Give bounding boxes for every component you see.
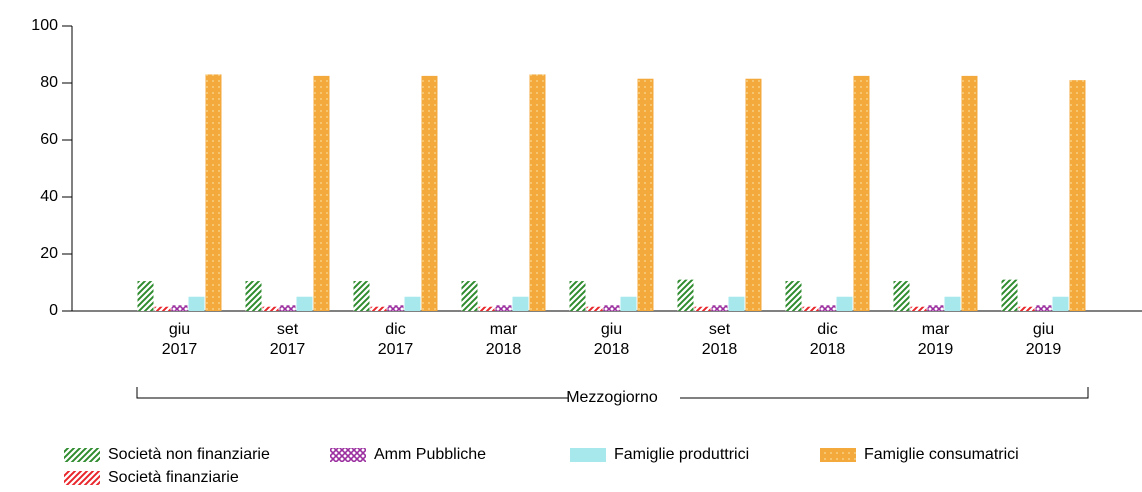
bar: [569, 281, 586, 311]
bar: [171, 305, 188, 311]
bar: [154, 306, 171, 311]
bar: [353, 281, 370, 311]
x-tick-label: 2018: [594, 341, 630, 358]
bar: [785, 281, 802, 311]
bar: [421, 75, 438, 311]
bar: [1052, 296, 1069, 311]
y-tick-label: 20: [40, 245, 58, 262]
bar: [495, 305, 512, 311]
x-tick-label: mar: [490, 321, 518, 338]
legend-swatch: [330, 448, 366, 462]
x-tick-label: set: [277, 321, 299, 338]
bar: [944, 296, 961, 311]
bar: [677, 279, 694, 311]
bar: [1018, 306, 1035, 311]
bar: [893, 281, 910, 311]
x-tick-label: dic: [385, 321, 405, 338]
x-tick-label: 2017: [270, 341, 306, 358]
bar: [1069, 80, 1086, 312]
bar: [836, 296, 853, 311]
x-tick-label: giu: [601, 321, 622, 338]
x-tick-label: 2018: [810, 341, 846, 358]
x-tick-label: mar: [922, 321, 950, 338]
bar: [188, 296, 205, 311]
bar: [205, 74, 222, 311]
group-label: Mezzogiorno: [566, 389, 658, 406]
x-tick-label: 2017: [378, 341, 414, 358]
bar: [404, 296, 421, 311]
bar: [961, 75, 978, 311]
bar: [637, 78, 654, 311]
bar: [802, 306, 819, 311]
bar: [387, 305, 404, 311]
bar: [461, 281, 478, 311]
bar: [853, 75, 870, 311]
x-tick-label: giu: [1033, 321, 1054, 338]
x-tick-label: 2018: [486, 341, 522, 358]
bar: [279, 305, 296, 311]
bar: [313, 75, 330, 311]
bar: [370, 306, 387, 311]
bar: [819, 305, 836, 311]
x-tick-label: 2017: [162, 341, 198, 358]
legend-swatch: [820, 448, 856, 462]
bar: [1035, 305, 1052, 311]
bar: [745, 78, 762, 311]
legend-label: Famiglie produttrici: [614, 446, 749, 463]
x-tick-label: set: [709, 321, 731, 338]
group-label-bg: [568, 388, 680, 408]
y-tick-label: 80: [40, 74, 58, 91]
legend-label: Famiglie consumatrici: [864, 446, 1019, 463]
x-tick-label: 2018: [702, 341, 738, 358]
bar: [245, 281, 262, 311]
x-tick-label: 2019: [918, 341, 954, 358]
legend-label: Società finanziarie: [108, 469, 239, 486]
y-tick-label: 40: [40, 188, 58, 205]
bar: [262, 306, 279, 311]
bar: [296, 296, 313, 311]
bar: [137, 281, 154, 311]
bar: [728, 296, 745, 311]
bar: [711, 305, 728, 311]
legend-label: Amm Pubbliche: [374, 446, 486, 463]
legend-swatch: [570, 448, 606, 462]
bar: [694, 306, 711, 311]
bar: [1001, 279, 1018, 311]
x-tick-label: dic: [817, 321, 837, 338]
bar: [512, 296, 529, 311]
bar: [529, 74, 546, 311]
x-tick-label: giu: [169, 321, 190, 338]
bar: [603, 305, 620, 311]
y-tick-label: 100: [31, 17, 58, 34]
bar: [478, 306, 495, 311]
y-tick-label: 0: [49, 302, 58, 319]
bar: [910, 306, 927, 311]
y-tick-label: 60: [40, 131, 58, 148]
legend-label: Società non finanziarie: [108, 446, 270, 463]
bar: [586, 306, 603, 311]
bar: [927, 305, 944, 311]
x-tick-label: 2019: [1026, 341, 1062, 358]
legend-swatch: [64, 471, 100, 485]
legend-swatch: [64, 448, 100, 462]
bar: [620, 296, 637, 311]
